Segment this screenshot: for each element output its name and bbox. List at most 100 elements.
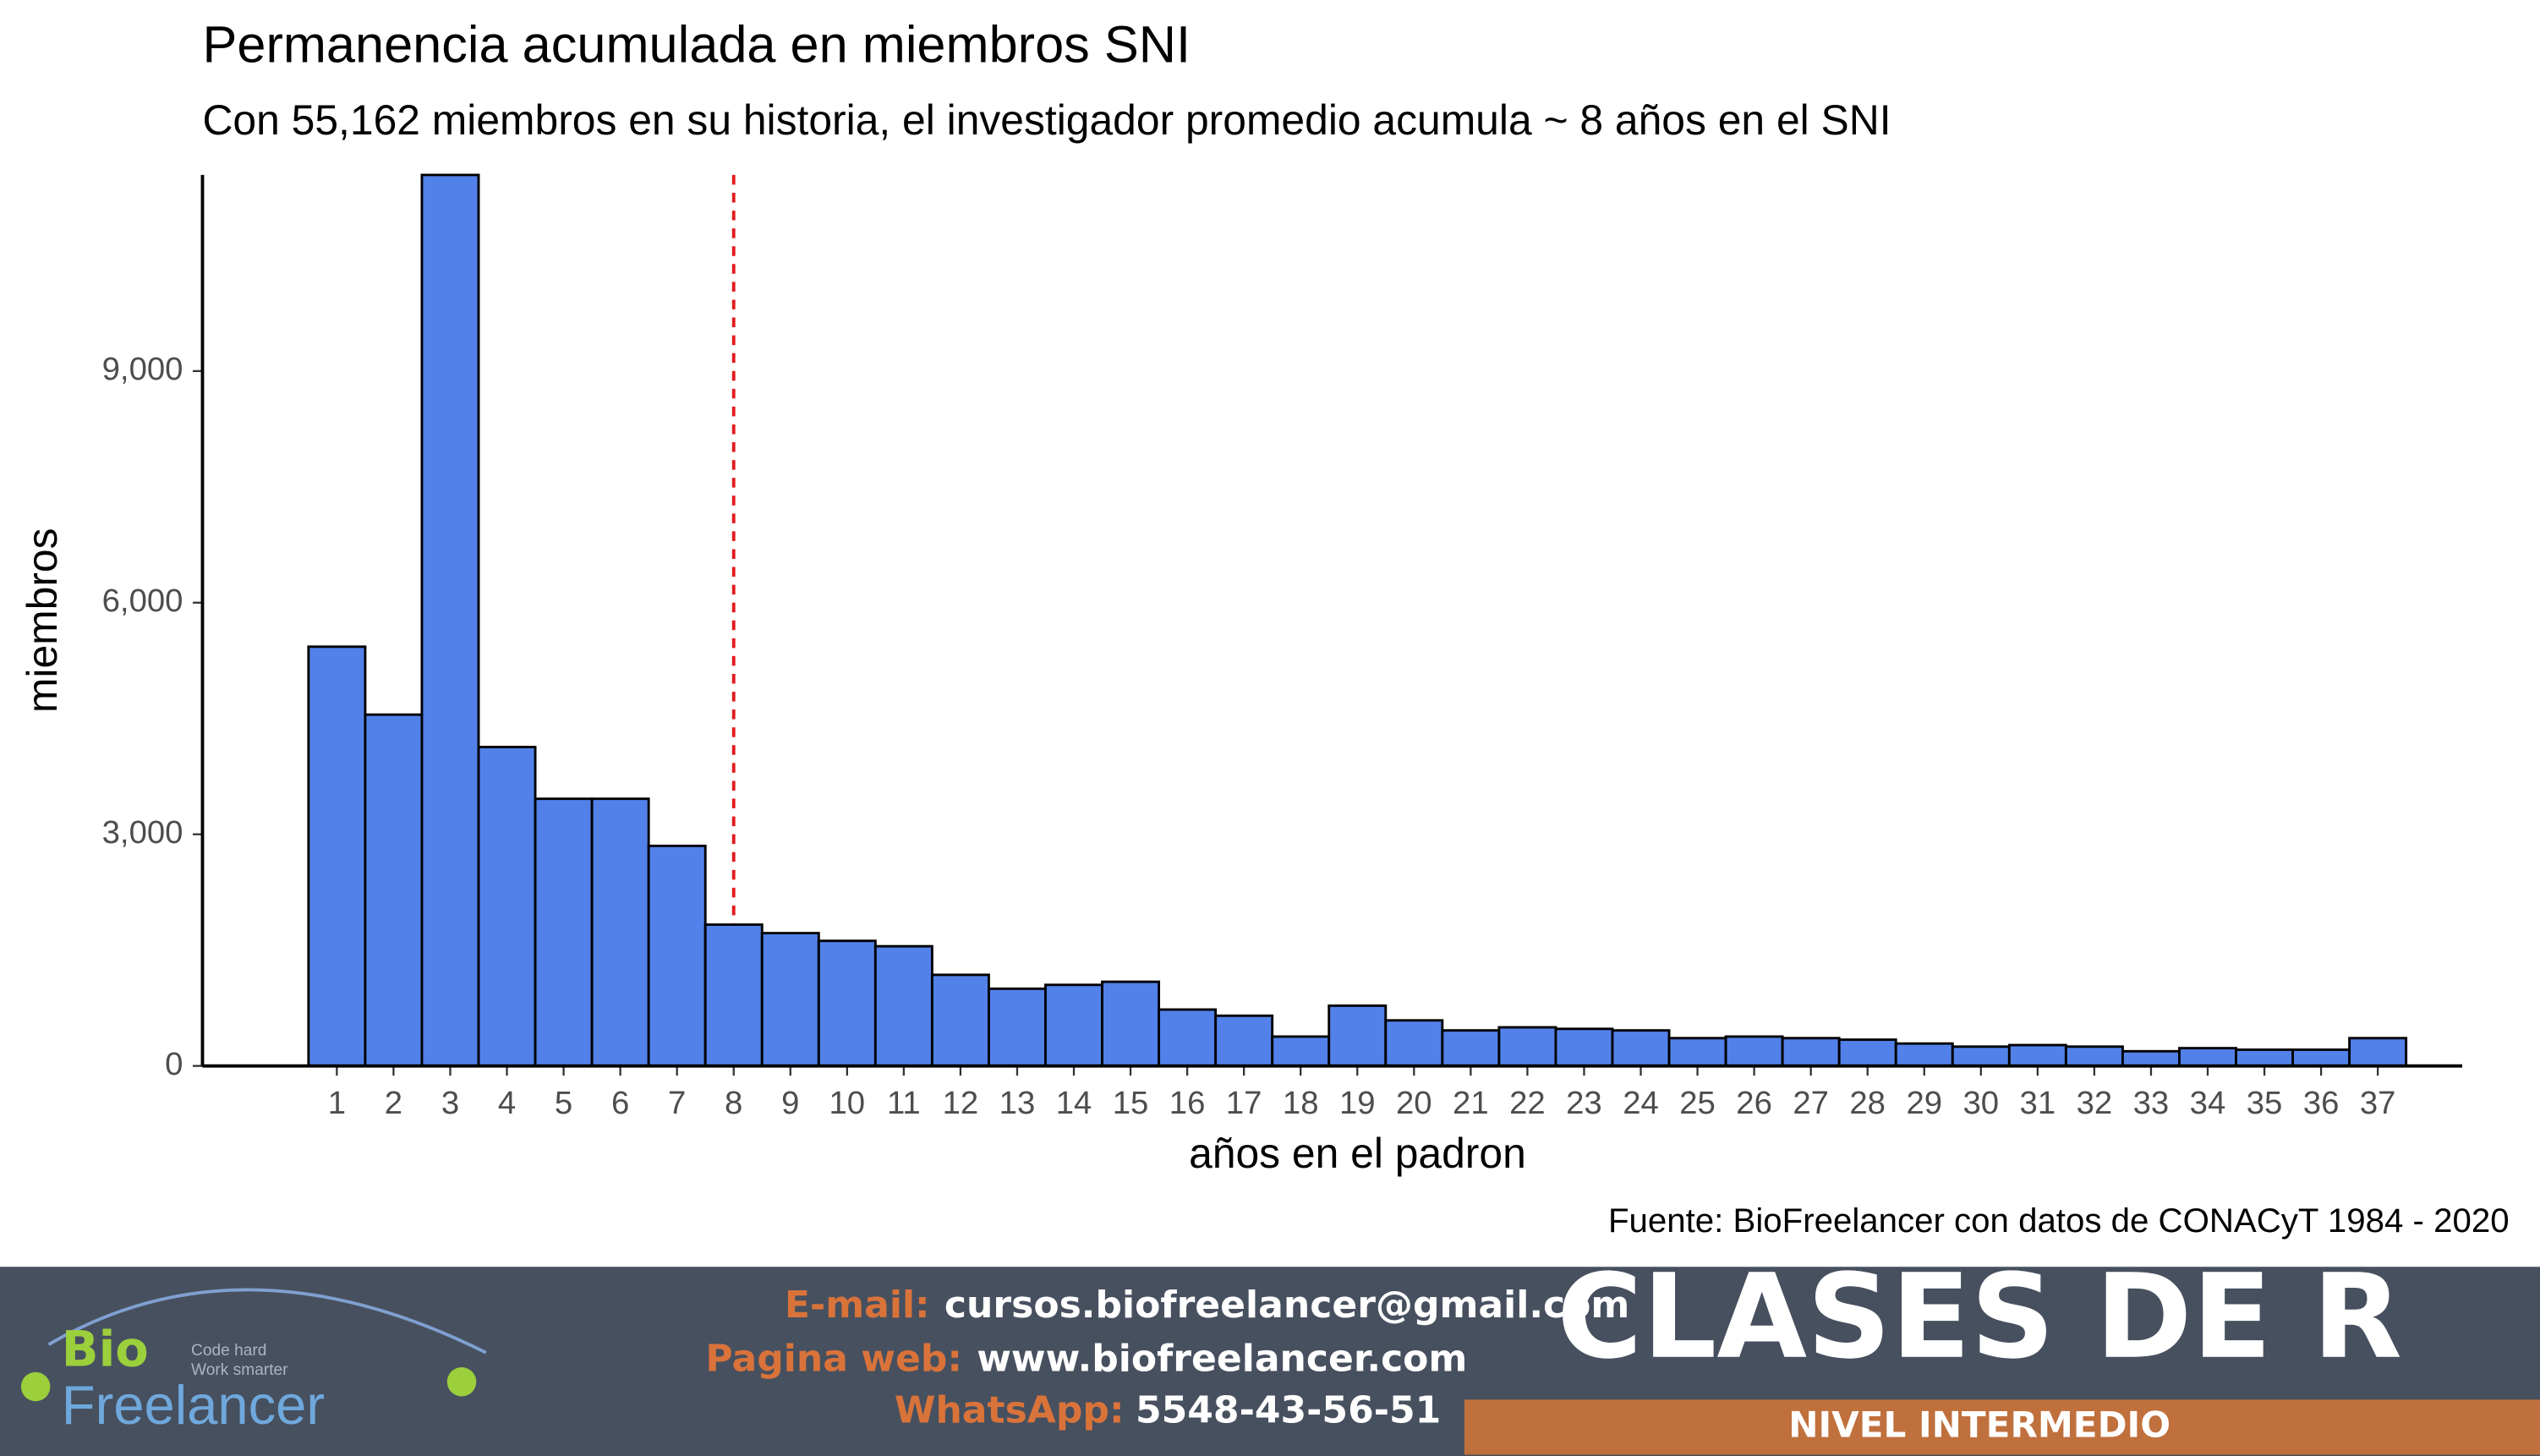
bar [534,797,594,1068]
bar [1837,1038,1897,1068]
bar [930,973,990,1068]
x-tick-label: 17 [1226,1085,1262,1121]
bar [307,645,367,1068]
bar [1724,1035,1784,1068]
bar [647,844,707,1068]
x-tick-label: 2 [385,1085,402,1121]
x-tick-label: 30 [1962,1085,1999,1121]
x-tick-label: 23 [1566,1085,1602,1121]
slogan: Code hard [191,1342,266,1360]
x-tick-label: 36 [2303,1085,2340,1121]
y-tick-label: 3,000 [102,814,183,851]
x-tick-label: 7 [668,1085,686,1121]
email-label: E-mail: [785,1284,930,1327]
email: cursos.biofreelancer@gmail.com [944,1284,1629,1327]
x-tick-label: 19 [1339,1085,1376,1121]
bar [2007,1043,2067,1068]
x-tick-label: 22 [1509,1085,1546,1121]
x-tick-label: 28 [1849,1085,1886,1121]
bar [1781,1037,1841,1068]
x-tick-label: 8 [725,1085,742,1121]
bar [760,932,820,1068]
x-tick-label: 12 [943,1085,979,1121]
slogan: Work smarter [191,1361,288,1379]
logo-bottom: Freelancer [62,1374,325,1436]
bar [2178,1047,2237,1068]
web-label: Pagina web: [705,1337,962,1380]
bar [2291,1048,2351,1068]
x-tick-label: 31 [2020,1085,2056,1121]
x-tick-label: 18 [1283,1085,1319,1121]
bar [477,746,537,1068]
logo-top: Bio [62,1321,149,1377]
web: www.biofreelancer.com [977,1337,1467,1380]
x-tick-label: 1 [328,1085,346,1121]
level-band [1464,1399,2540,1455]
x-tick-label: 35 [2247,1085,2283,1121]
x-tick-label: 32 [2077,1085,2113,1121]
bar [817,939,877,1068]
bar [1044,983,1103,1068]
bar [1554,1027,1614,1068]
bar [1951,1045,2011,1068]
chart-title: Permanencia acumulada en miembros SNI [202,16,1191,74]
bar [1611,1029,1671,1068]
logo-dot [20,1371,51,1402]
x-tick-label: 25 [1679,1085,1716,1121]
x-tick-label: 5 [555,1085,572,1121]
bar [1441,1029,1501,1068]
x-tick-label: 6 [611,1085,629,1121]
logo-dot [446,1367,477,1397]
bar [2348,1037,2408,1068]
bar [1327,1004,1388,1068]
x-axis-label: años en el padron [1189,1130,1526,1177]
x-tick-label: 3 [441,1085,459,1121]
phone-label: WhatsApp: [895,1389,1125,1432]
bar [1667,1037,1727,1068]
banner-heading: CLASES DE R [1557,1249,2402,1385]
bar [1384,1019,1444,1068]
x-tick-label: 16 [1169,1085,1206,1121]
x-tick-label: 24 [1623,1085,1659,1121]
y-axis-label: miembros [19,528,66,713]
bar [873,944,933,1068]
y-tick-label: 0 [165,1046,183,1082]
x-tick-label: 21 [1453,1085,1489,1121]
x-tick-label: 27 [1793,1085,1829,1121]
chart-subtitle: Con 55,162 miembros en su historia, el i… [202,96,1891,144]
x-tick-label: 34 [2190,1085,2226,1121]
level: NIVEL INTERMEDIO [1788,1404,2170,1445]
x-tick-label: 15 [1113,1085,1149,1121]
bar [1894,1042,1954,1068]
bar [2121,1049,2181,1068]
y-tick-label: 9,000 [102,351,183,387]
x-tick-label: 14 [1056,1085,1092,1121]
x-tick-label: 37 [2360,1085,2396,1121]
bar [1101,980,1161,1068]
bar [2235,1048,2295,1068]
bar [1271,1035,1331,1068]
bar [1214,1014,1274,1068]
x-tick-label: 13 [999,1085,1036,1121]
x-tick-label: 29 [1906,1085,1942,1121]
bar [364,713,424,1068]
x-tick-label: 33 [2133,1085,2170,1121]
y-tick-label: 6,000 [102,583,183,619]
x-tick-label: 10 [829,1085,866,1121]
caption: Fuente: BioFreelancer con datos de CONAC… [1608,1201,2510,1240]
bar [1158,1008,1218,1068]
x-tick-label: 9 [781,1085,799,1121]
bar [420,173,480,1068]
x-tick-label: 26 [1736,1085,1772,1121]
logo-arc [47,1288,487,1355]
bar [2064,1045,2124,1068]
x-tick-label: 4 [498,1085,516,1121]
bar [988,987,1047,1068]
bar [590,797,650,1068]
x-tick-label: 11 [887,1085,921,1121]
x-tick-label: 20 [1396,1085,1432,1121]
phone: 5548-43-56-51 [1136,1389,1441,1432]
